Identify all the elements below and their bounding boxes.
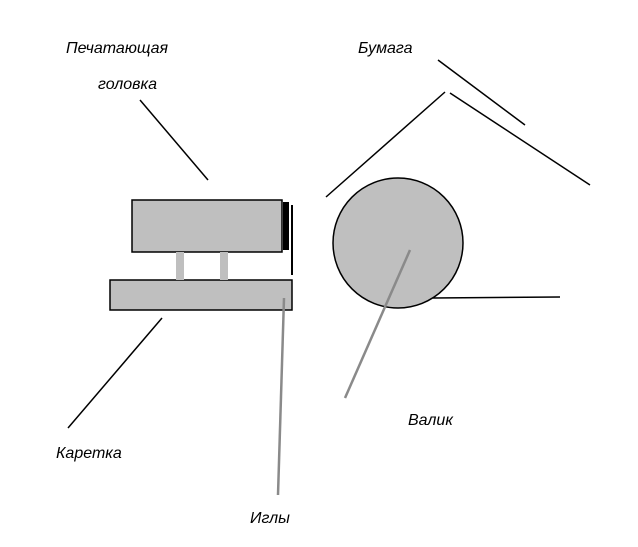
needle-dot — [286, 214, 289, 217]
paper-sheet-right — [450, 93, 590, 185]
label-paper: Бумага — [358, 40, 413, 58]
diagram-canvas — [0, 0, 638, 547]
label-print-head-1: Печатающая — [66, 40, 168, 58]
label-print-head-2: головка — [98, 76, 157, 94]
carriage-rect — [110, 280, 292, 310]
roller-circle — [333, 178, 463, 308]
print-head-rect — [132, 200, 282, 252]
carriage-pointer-line — [68, 318, 162, 428]
paper-pointer-line — [438, 60, 525, 125]
roller-tangent-line — [433, 297, 560, 298]
label-carriage: Каретка — [56, 445, 122, 463]
label-needles: Иглы — [250, 510, 290, 528]
support-left — [176, 252, 184, 280]
support-right — [220, 252, 228, 280]
needle-dot — [286, 238, 289, 241]
label-roller: Валик — [408, 412, 453, 430]
needles-pointer-line — [278, 298, 284, 495]
needle-dot — [286, 222, 289, 225]
needle-dot — [286, 206, 289, 209]
needle-dot — [286, 230, 289, 233]
head-pointer-line — [140, 100, 208, 180]
needles-strip — [283, 202, 289, 250]
needle-dot — [286, 246, 289, 249]
